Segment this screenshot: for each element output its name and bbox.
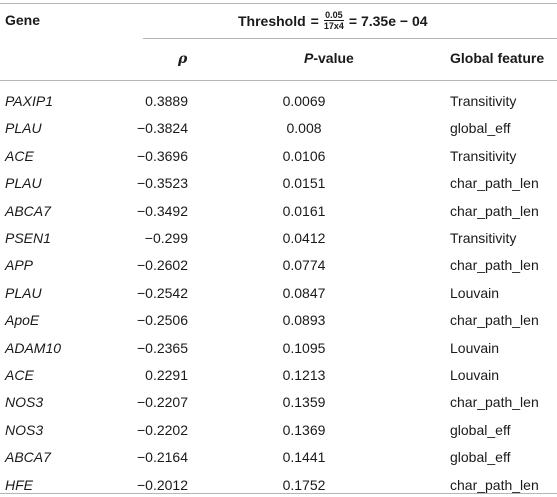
pvalue-cell: 0.0412: [282, 230, 326, 246]
pvalue-cell: 0.1095: [282, 340, 326, 356]
rho-cell: −0.2164: [137, 449, 188, 465]
feature-cell: Transitivity: [450, 93, 517, 109]
threshold-label: Threshold: [238, 12, 306, 29]
feature-cell: char_path_len: [450, 203, 539, 219]
pvalue-cell: 0.1359: [282, 394, 326, 410]
gene-cell: ADAM10: [5, 340, 62, 356]
gene-cell: PSEN1: [5, 230, 51, 246]
rho-cell: −0.2506: [137, 312, 188, 328]
rho-cell: 0.2291: [145, 367, 188, 383]
pvalue-cell: 0.0069: [282, 93, 326, 109]
gene-cell: APP: [5, 257, 34, 273]
rho-cell: −0.2365: [137, 340, 188, 356]
pvalue-cell: 0.1441: [282, 449, 326, 465]
table-bottom-rule: [0, 493, 557, 494]
rho-cell: −0.2602: [137, 257, 188, 273]
feature-cell: char_path_len: [450, 477, 539, 493]
gene-cell: PLAU: [5, 175, 42, 191]
rho-column-header: ρ: [178, 50, 187, 68]
pvalue-suffix: -value: [313, 50, 354, 66]
rho-cell: −0.3824: [137, 120, 188, 136]
rho-cell: −0.2012: [137, 477, 188, 493]
feature-cell: global_eff: [450, 422, 511, 438]
feature-cell: Transitivity: [450, 148, 517, 164]
gene-cell: NOS3: [5, 394, 44, 410]
gene-cell: ACE: [5, 367, 34, 383]
pvalue-cell: 0.0893: [282, 312, 326, 328]
feature-column-header: Global feature: [450, 50, 545, 66]
threshold-underline-rule: [143, 38, 557, 39]
gene-cell: PAXIP1: [5, 93, 53, 109]
gene-cell: NOS3: [5, 422, 44, 438]
gene-cell: ApoE: [5, 312, 40, 328]
gene-cell: ABCA7: [5, 203, 51, 219]
pvalue-prefix: P: [304, 50, 314, 66]
threshold-value: = 7.35e − 04: [348, 12, 428, 29]
gene-cell: ACE: [5, 148, 34, 164]
feature-cell: char_path_len: [450, 312, 539, 328]
pvalue-cell: 0.0106: [282, 148, 326, 164]
pvalue-cell: 0.0161: [282, 203, 326, 219]
threshold-equals: =: [310, 12, 319, 29]
threshold-fraction: 0.05 17x4: [323, 10, 345, 31]
gene-cell: ABCA7: [5, 449, 51, 465]
header-bottom-rule: [0, 80, 557, 81]
rho-cell: −0.2542: [137, 285, 188, 301]
pvalue-column-header: P-value: [304, 50, 354, 67]
feature-cell: global_eff: [450, 120, 511, 136]
pvalue-cell: 0.1369: [282, 422, 326, 438]
threshold-numerator: 0.05: [324, 10, 344, 21]
pvalue-cell: 0.0151: [282, 175, 326, 191]
rho-cell: −0.2207: [137, 394, 188, 410]
threshold-denominator: 17x4: [323, 21, 344, 31]
pvalue-cell: 0.0774: [282, 257, 326, 273]
rho-cell: −0.2202: [137, 422, 188, 438]
pvalue-cell: 0.008: [286, 120, 322, 136]
rho-cell: −0.3523: [137, 175, 188, 191]
feature-cell: global_eff: [450, 449, 511, 465]
gene-cell: PLAU: [5, 120, 42, 136]
rho-cell: −0.3492: [137, 203, 188, 219]
feature-cell: char_path_len: [450, 175, 539, 191]
gene-cell: PLAU: [5, 285, 42, 301]
rho-cell: 0.3889: [145, 93, 188, 109]
pvalue-cell: 0.0847: [282, 285, 326, 301]
threshold-header: Threshold = 0.05 17x4 = 7.35e − 04: [238, 10, 428, 31]
gene-cell: HFE: [5, 477, 33, 493]
rho-cell: −0.299: [144, 230, 188, 246]
pvalue-cell: 0.1752: [282, 477, 326, 493]
feature-cell: char_path_len: [450, 257, 539, 273]
feature-cell: char_path_len: [450, 394, 539, 410]
gene-column-header: Gene: [5, 12, 41, 28]
feature-cell: Transitivity: [450, 230, 517, 246]
rho-symbol: ρ: [178, 51, 188, 67]
feature-cell: Louvain: [450, 367, 500, 383]
pvalue-cell: 0.1213: [282, 367, 326, 383]
rho-cell: −0.3696: [137, 148, 188, 164]
feature-cell: Louvain: [450, 285, 500, 301]
table-top-rule: [0, 3, 557, 4]
feature-cell: Louvain: [450, 340, 500, 356]
